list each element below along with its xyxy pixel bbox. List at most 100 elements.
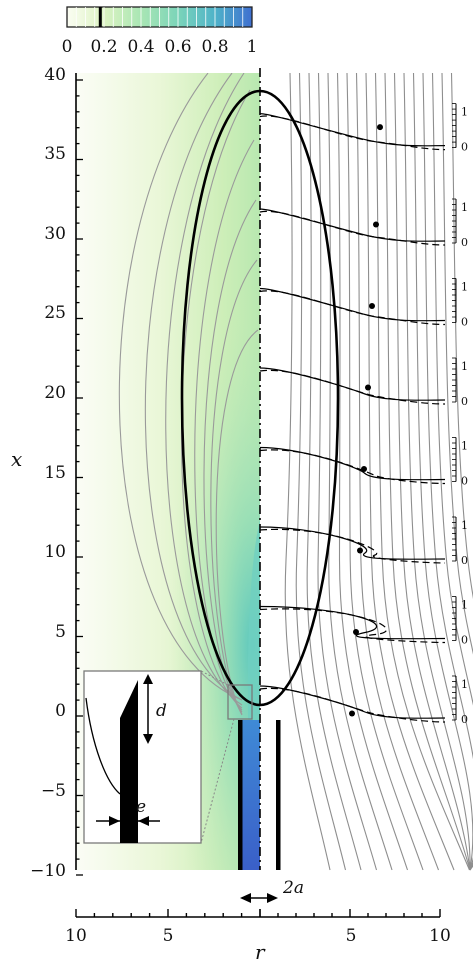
- streamline: [431, 72, 473, 871]
- profile-axis-label: 1: [461, 201, 468, 214]
- y-tick-label: −10: [30, 861, 66, 881]
- streamlines: [284, 72, 473, 871]
- x-tick-label: 10: [429, 926, 451, 946]
- profile-dashed: [259, 528, 446, 564]
- profile-dashed: [259, 449, 446, 485]
- profile-axis-label: 0: [461, 634, 468, 647]
- profile-axis-label: 0: [461, 554, 468, 567]
- inset-thickness-label: e: [136, 797, 146, 817]
- streamline: [403, 72, 471, 871]
- streamline: [450, 72, 473, 871]
- inset-connector: [200, 718, 235, 844]
- profile-marker: [373, 221, 379, 228]
- colorbar-tick-label: 0: [62, 37, 73, 57]
- profile-marker: [365, 384, 371, 391]
- profile-axis-label: 1: [461, 599, 468, 612]
- y-tick-label: 20: [44, 383, 66, 403]
- y-tick-label: 10: [44, 542, 66, 562]
- inset-focus-box: [227, 684, 253, 720]
- streamline: [422, 72, 473, 871]
- profile-solid: [259, 367, 446, 401]
- profile-solid: [259, 605, 446, 640]
- profile-axis: 1 0 1 0 1 0 1 0 1 0 1 0 1 0 1 0: [452, 103, 468, 726]
- inset-box: [83, 670, 202, 844]
- streamline: [393, 72, 471, 871]
- contour-line: [118, 73, 243, 701]
- inset: d e: [83, 670, 253, 844]
- profile-marker: [377, 124, 383, 131]
- x-tick-label: 5: [346, 926, 357, 946]
- x-tick-label: 10: [65, 926, 87, 946]
- profile-solid: [259, 208, 446, 242]
- profile-axis-label: 1: [461, 360, 468, 373]
- colorbar-tick-label: 0.6: [164, 37, 191, 57]
- profile-marker: [353, 629, 359, 635]
- inset-profile-curve: [85, 697, 121, 795]
- profile-marker: [349, 710, 355, 717]
- x-axis: [75, 909, 441, 918]
- profile-axis-label: 1: [461, 106, 468, 119]
- profile-axis-label: 0: [461, 713, 468, 726]
- y-tick-label: 0: [55, 701, 66, 721]
- y-axis-label: x: [11, 447, 22, 471]
- profile-dashed: [259, 369, 446, 405]
- inset-height-label: d: [156, 701, 167, 721]
- y-tick-label: 35: [44, 144, 66, 164]
- velocity-profiles: [259, 113, 446, 723]
- gap-label: 2a: [282, 878, 304, 898]
- inset-height-arrow: [143, 674, 153, 744]
- profile-marker: [361, 466, 367, 472]
- colorbar: 0 0.2 0.4 0.6 0.8 1: [62, 6, 257, 57]
- streamline: [412, 72, 473, 871]
- streamline: [374, 72, 471, 871]
- nozzle-wall-left: [238, 720, 243, 870]
- streamline: [355, 72, 440, 871]
- profile-axis-label: 0: [461, 236, 468, 249]
- profile-dashed: [259, 115, 446, 151]
- y-tick-label: 5: [55, 622, 66, 642]
- jet-column: [242, 720, 260, 870]
- streamline: [306, 72, 362, 871]
- profile-axis-label: 0: [461, 141, 468, 154]
- inset-lip: [120, 680, 138, 843]
- streamline: [365, 72, 455, 871]
- y-tick-label: 25: [44, 303, 66, 323]
- nozzle: [238, 720, 281, 870]
- colorbar-tick-label: 0.8: [201, 37, 228, 57]
- y-tick-label: −5: [41, 781, 66, 801]
- streamline: [295, 72, 347, 871]
- gap-annotation: 2a: [240, 878, 304, 903]
- profile-dashed: [259, 290, 446, 326]
- inset-thickness-arrows: [96, 816, 160, 826]
- streamline: [441, 72, 473, 871]
- profile-marker: [369, 303, 375, 309]
- y-tick-label: 15: [44, 463, 66, 483]
- profile-solid: [259, 446, 446, 481]
- profile-marker: [357, 547, 363, 554]
- profile-axis-label: 1: [461, 678, 468, 691]
- nozzle-wall-right: [276, 720, 281, 870]
- profile-dashed: [259, 687, 446, 723]
- profile-axis-label: 0: [461, 316, 468, 329]
- x-tick-label: 5: [163, 926, 174, 946]
- streamline: [284, 72, 331, 871]
- contour-line: [144, 73, 243, 701]
- profile-dashed: [259, 608, 446, 644]
- streamline: [346, 72, 424, 871]
- profile-axis-label: 1: [461, 440, 468, 453]
- inset-connector: [200, 670, 229, 686]
- y-tick-label: 30: [44, 224, 66, 244]
- streamline: [336, 72, 409, 871]
- contour-line: [165, 73, 245, 706]
- x-axis-label: r: [255, 940, 266, 961]
- streamline: [384, 72, 471, 871]
- colorbar-ticks: [75, 7, 244, 27]
- profile-solid: [259, 113, 446, 147]
- y-axis-ticks: [76, 79, 83, 876]
- profile-axis-label: 0: [461, 475, 468, 488]
- contour-line: [194, 139, 255, 711]
- profile-axis-label: 1: [461, 519, 468, 532]
- profile-dashed: [259, 210, 446, 246]
- y-tick-label: 40: [44, 65, 66, 85]
